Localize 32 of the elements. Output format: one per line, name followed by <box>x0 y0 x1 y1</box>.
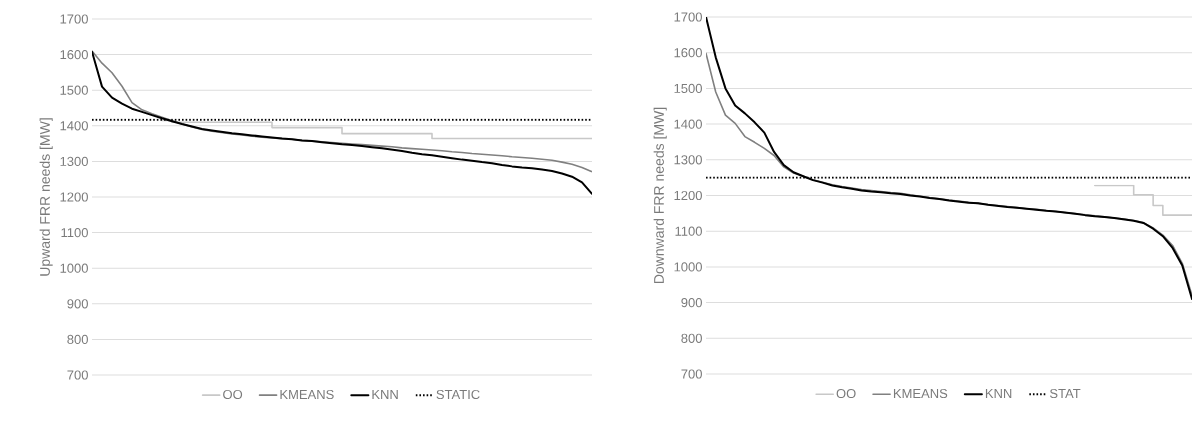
y-tick-label: 1300 <box>674 155 702 165</box>
y-tick-label: 1700 <box>674 12 702 22</box>
y-tick-label: 1200 <box>674 190 702 201</box>
y-tick-label: 1100 <box>675 226 702 236</box>
y-tick-label: 1500 <box>60 85 88 95</box>
y-tick-label: 1000 <box>60 263 88 273</box>
y-tick-label: 800 <box>681 333 702 343</box>
y-tick-label: 900 <box>681 297 702 308</box>
legend-label: KNN <box>372 389 398 399</box>
y-tick-label: 1300 <box>60 156 88 166</box>
y-tick-label: 900 <box>67 299 88 309</box>
y-tick-label: 800 <box>67 334 88 344</box>
legend-label: OO <box>223 389 243 400</box>
legend-label: STATIC <box>436 389 480 400</box>
y-tick-label: 1400 <box>674 119 702 129</box>
legend-label: STAT <box>1049 388 1081 399</box>
legend-label: KMEANS <box>893 388 948 399</box>
y-tick-label: 1200 <box>60 192 88 202</box>
legend-label: KNN <box>985 388 1012 398</box>
y-tick-label: 1400 <box>60 121 88 131</box>
legend-label: KMEANS <box>280 389 334 400</box>
y-tick-label: 1600 <box>674 48 702 58</box>
y-tick-label: 700 <box>681 369 702 379</box>
y-tick-label: 1100 <box>61 227 88 238</box>
y-tick-label: 1700 <box>60 14 88 24</box>
y-tick-label: 1600 <box>60 49 88 60</box>
y-tick-label: 1500 <box>674 83 702 93</box>
y-axis-title: Upward FRR needs [MW] <box>39 118 53 276</box>
y-tick-label: 1000 <box>674 262 702 272</box>
y-tick-label: 700 <box>67 370 88 380</box>
y-axis-title: Downward FRR needs [MW] <box>653 107 667 284</box>
legend-label: OO <box>836 388 856 399</box>
